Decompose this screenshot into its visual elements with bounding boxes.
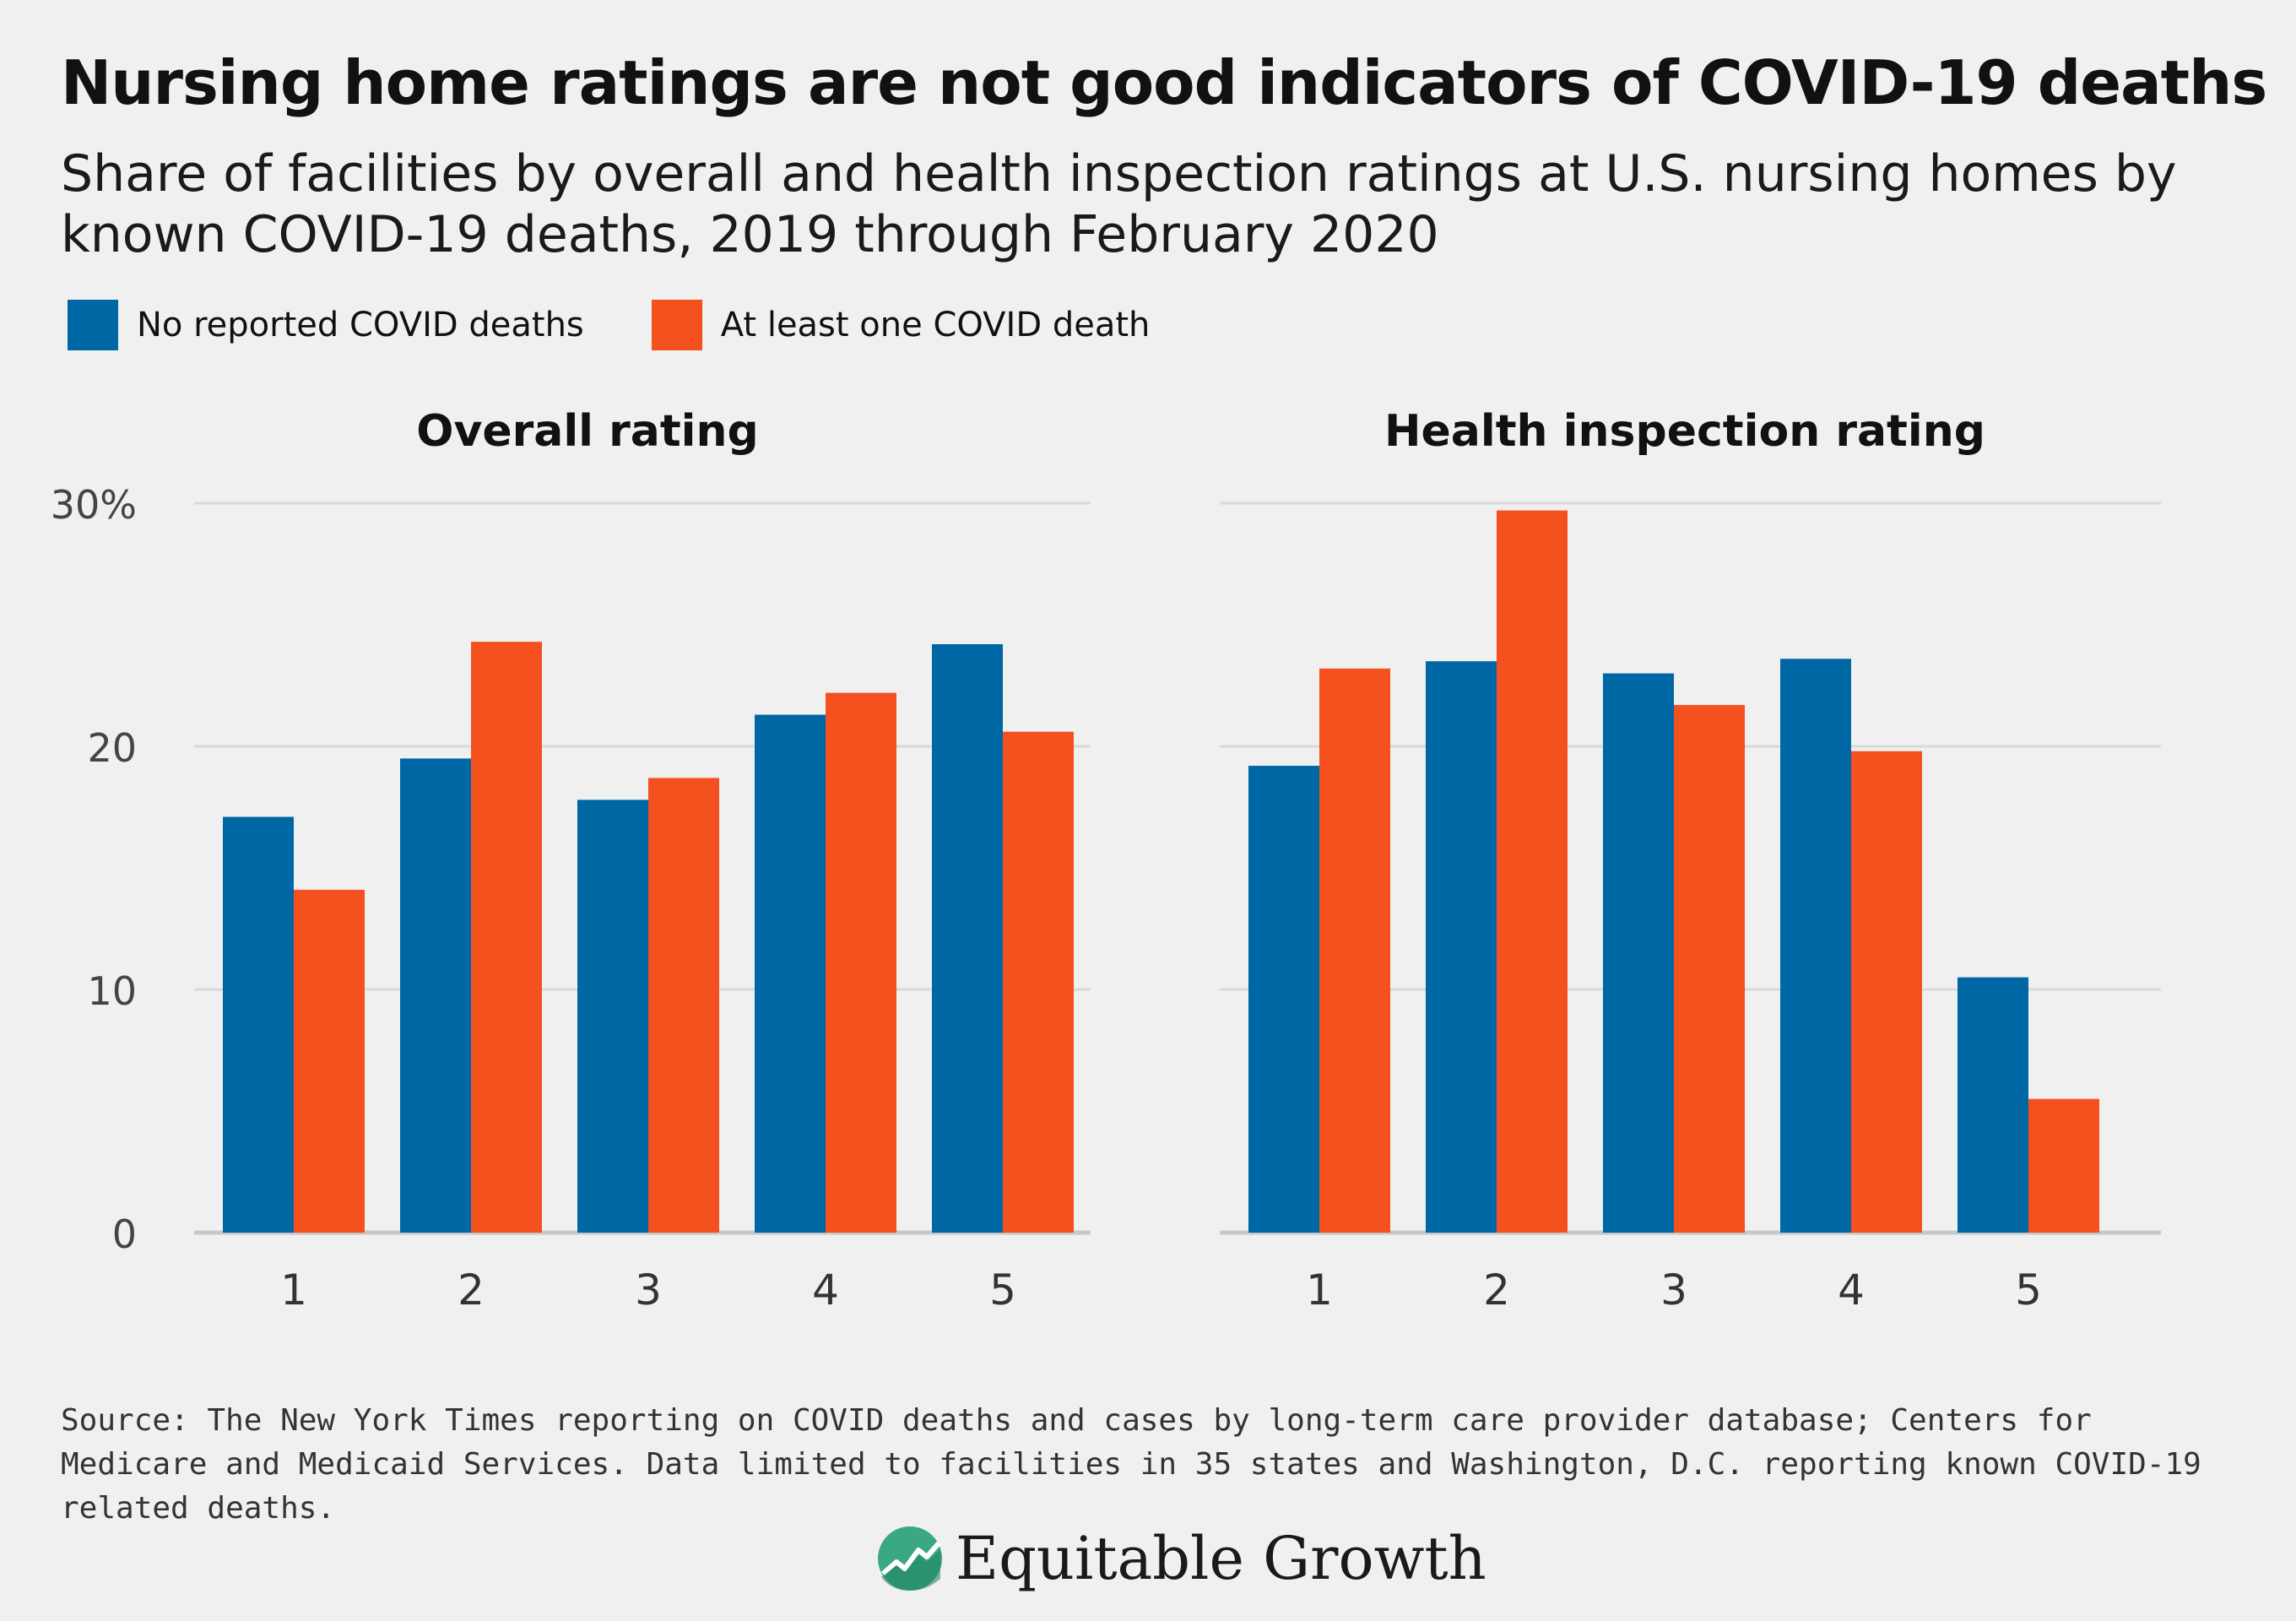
- bar-no-deaths: [223, 816, 294, 1233]
- x-tick-label: 1: [1306, 1266, 1333, 1315]
- bar-with-deaths: [1319, 668, 1390, 1233]
- equitable-growth-logo-icon: [878, 1526, 942, 1591]
- bar-with-deaths: [1851, 751, 1922, 1233]
- x-tick-label: 2: [1483, 1266, 1510, 1315]
- panel-title: Overall rating: [416, 406, 759, 457]
- x-tick-label: 1: [280, 1266, 307, 1315]
- legend-swatch-no-deaths: [68, 300, 118, 350]
- bar-no-deaths: [1248, 766, 1319, 1233]
- legend-label-no-deaths: No reported COVID deaths: [137, 306, 584, 344]
- logo: Equitable Growth: [876, 1524, 1486, 1593]
- legend-swatch-with-deaths: [651, 300, 702, 350]
- bar-with-deaths: [1674, 705, 1745, 1233]
- y-tick-label: 0: [112, 1212, 137, 1257]
- y-tick-label: 30%: [51, 482, 137, 528]
- x-tick-label: 5: [989, 1266, 1016, 1315]
- legend-item-with-deaths: At least one COVID death: [651, 300, 1151, 350]
- x-tick-label: 5: [2015, 1266, 2042, 1315]
- bar-with-deaths: [826, 692, 896, 1233]
- x-tick-label: 4: [812, 1266, 839, 1315]
- x-tick-label: 3: [635, 1266, 662, 1315]
- bar-no-deaths: [400, 758, 471, 1233]
- y-tick-label: 10: [87, 968, 137, 1014]
- bar-with-deaths: [294, 889, 365, 1233]
- bar-no-deaths: [1426, 661, 1497, 1233]
- bar-no-deaths: [1603, 673, 1674, 1233]
- bar-with-deaths: [648, 778, 719, 1233]
- chart-subtitle: Share of facilities by overall and healt…: [61, 144, 2177, 264]
- logo-text: Equitable Growth: [956, 1524, 1486, 1593]
- bar-with-deaths: [2028, 1098, 2099, 1233]
- bar-with-deaths: [1497, 510, 1568, 1233]
- x-tick-label: 4: [1838, 1266, 1865, 1315]
- x-tick-label: 2: [458, 1266, 485, 1315]
- legend: No reported COVID deaths At least one CO…: [68, 300, 1217, 350]
- bar-with-deaths: [471, 642, 542, 1233]
- bar-no-deaths: [1780, 659, 1851, 1233]
- chart-title: Nursing home ratings are not good indica…: [61, 47, 2267, 118]
- source-note: Source: The New York Times reporting on …: [61, 1403, 2201, 1526]
- legend-label-with-deaths: At least one COVID death: [720, 306, 1151, 344]
- legend-item-no-deaths: No reported COVID deaths: [68, 300, 584, 350]
- panel-title: Health inspection rating: [1384, 406, 1985, 457]
- y-tick-label: 20: [87, 725, 137, 771]
- x-tick-label: 3: [1660, 1266, 1687, 1315]
- bar-no-deaths: [577, 800, 648, 1233]
- bar-with-deaths: [1003, 731, 1074, 1233]
- bar-no-deaths: [932, 644, 1003, 1233]
- bar-no-deaths: [1958, 977, 2028, 1233]
- bar-no-deaths: [755, 714, 826, 1233]
